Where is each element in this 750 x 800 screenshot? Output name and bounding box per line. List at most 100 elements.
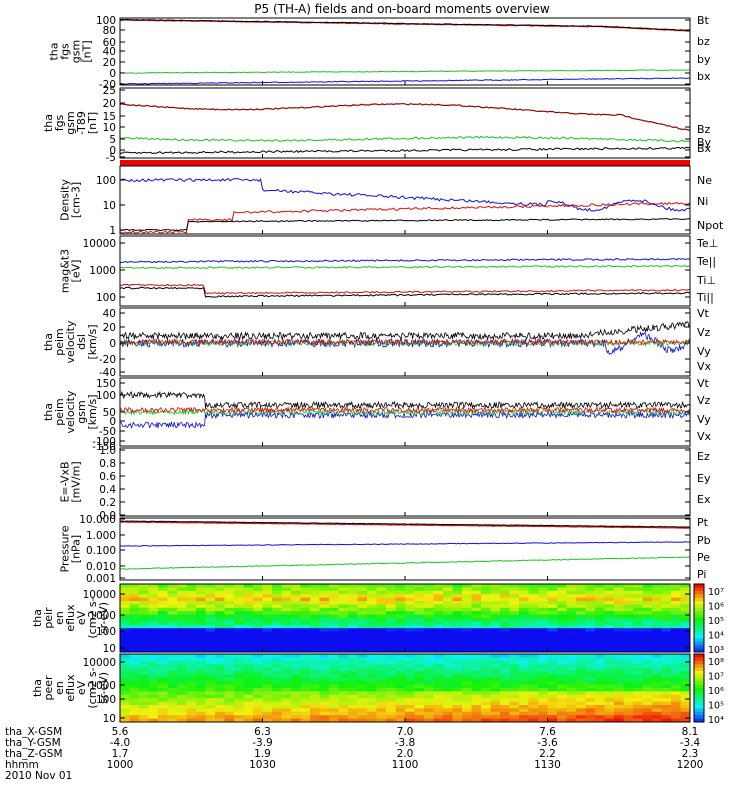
spectrogram-cell xyxy=(680,705,690,709)
spectrogram-cell xyxy=(367,621,378,626)
spectrogram-cell xyxy=(433,648,444,652)
spectrogram-cell xyxy=(177,691,188,696)
spectrogram-cell xyxy=(604,631,615,636)
spectrogram-cell xyxy=(253,621,264,626)
spectrogram-cell xyxy=(652,594,663,599)
spectrogram-cell xyxy=(614,681,625,686)
spectrogram-cell xyxy=(614,705,625,709)
spectrogram-cell xyxy=(566,671,577,675)
spectrogram-cell xyxy=(538,584,549,588)
spectrogram-cell xyxy=(281,635,292,639)
spectrogram-cell xyxy=(604,671,615,675)
spectrogram-cell xyxy=(310,631,321,636)
spectrogram-cell xyxy=(462,628,473,633)
spectrogram-cell xyxy=(557,657,568,662)
spectrogram-cell xyxy=(462,607,473,612)
spectrogram-cell xyxy=(519,718,530,722)
spectrogram-cell xyxy=(148,691,159,696)
spectrogram-cell xyxy=(357,594,368,599)
spectrogram-cell xyxy=(291,660,302,665)
spectrogram-cell xyxy=(357,584,368,588)
spectrogram-cell xyxy=(652,648,663,652)
spectrogram-cell xyxy=(196,701,207,706)
spectrogram-cell xyxy=(614,604,625,609)
spectrogram-cell xyxy=(595,664,606,669)
spectrogram-cell xyxy=(519,708,530,713)
spectrogram-cell xyxy=(158,684,169,689)
y-tick-label: -5 xyxy=(106,152,116,164)
spectrogram-cell xyxy=(585,607,596,612)
spectrogram-cell xyxy=(604,590,615,595)
spectrogram-cell xyxy=(262,614,273,619)
spectrogram-cell xyxy=(405,614,416,619)
y-tick-label: 20 xyxy=(103,98,116,110)
spectrogram-cell xyxy=(614,674,625,679)
spectrogram-cell xyxy=(414,705,425,709)
spectrogram-cell xyxy=(481,708,492,713)
ylabel-line: tha xyxy=(31,609,44,627)
spectrogram-cell xyxy=(224,601,235,605)
ylabel-line: fgs xyxy=(59,43,72,60)
spectrogram-cell xyxy=(243,631,254,636)
spectrogram-cell xyxy=(338,654,349,658)
spectrogram-cell xyxy=(234,657,245,662)
spectrogram-cell xyxy=(262,671,273,675)
ephem-value: 1000 xyxy=(107,759,134,771)
spectrogram-cell xyxy=(148,587,159,592)
spectrogram-cell xyxy=(310,660,321,665)
legend-Ez: Ez xyxy=(697,450,710,463)
spectrogram-cell xyxy=(243,688,254,692)
spectrogram-cell xyxy=(452,645,463,650)
spectrogram-cell xyxy=(272,645,283,650)
y-tick-label: 10000 xyxy=(83,657,116,669)
colorbar-cell xyxy=(694,694,704,699)
ylabel-line: [cm-3] xyxy=(70,182,83,218)
spectrogram-cell xyxy=(528,638,539,643)
spectrogram-cell xyxy=(348,621,359,626)
spectrogram-cell xyxy=(139,718,150,722)
spectrogram-cell xyxy=(595,694,606,699)
spectrogram-cell xyxy=(148,594,159,599)
spectrogram-cell xyxy=(595,660,606,665)
spectrogram-cell xyxy=(367,681,378,686)
spectrogram-cell xyxy=(642,660,653,665)
spectrogram-cell xyxy=(291,684,302,689)
spectrogram-cell xyxy=(196,590,207,595)
panel-4-plot xyxy=(120,257,690,298)
spectrogram-cell xyxy=(595,621,606,626)
spectrogram-cell xyxy=(357,691,368,696)
spectrogram-cell xyxy=(386,684,397,689)
spectrogram-cell xyxy=(424,614,435,619)
spectrogram-cell xyxy=(395,664,406,669)
spectrogram-cell xyxy=(262,607,273,612)
spectrogram-cell xyxy=(129,628,140,633)
spectrogram-cell xyxy=(395,718,406,722)
spectrogram-cell xyxy=(148,657,159,662)
spectrogram-cell xyxy=(243,638,254,643)
spectrogram-cell xyxy=(129,691,140,696)
spectrogram-cell xyxy=(538,701,549,706)
spectrogram-cell xyxy=(262,660,273,665)
spectrogram-cell xyxy=(196,657,207,662)
spectrogram-cell xyxy=(680,635,690,639)
spectrogram-cell xyxy=(633,641,644,646)
spectrogram-cell xyxy=(481,614,492,619)
spectrogram-cell xyxy=(234,614,245,619)
spectrogram-cell xyxy=(234,718,245,722)
spectrogram-cell xyxy=(243,607,254,612)
spectrogram-cell xyxy=(671,618,682,622)
spectrogram-cell xyxy=(300,701,311,706)
spectrogram-cell xyxy=(471,621,482,626)
spectrogram-cell xyxy=(680,701,690,706)
spectrogram-cell xyxy=(424,657,435,662)
spectrogram-cell xyxy=(348,641,359,646)
spectrogram-cell xyxy=(414,607,425,612)
colorbar-cell xyxy=(694,688,704,692)
spectrogram-cell xyxy=(547,607,558,612)
ylabel-line: gsm xyxy=(75,400,88,423)
spectrogram-cell xyxy=(215,694,226,699)
colorbar-cell xyxy=(694,708,704,713)
spectrogram-cell xyxy=(310,614,321,619)
spectrogram-cell xyxy=(443,645,454,650)
